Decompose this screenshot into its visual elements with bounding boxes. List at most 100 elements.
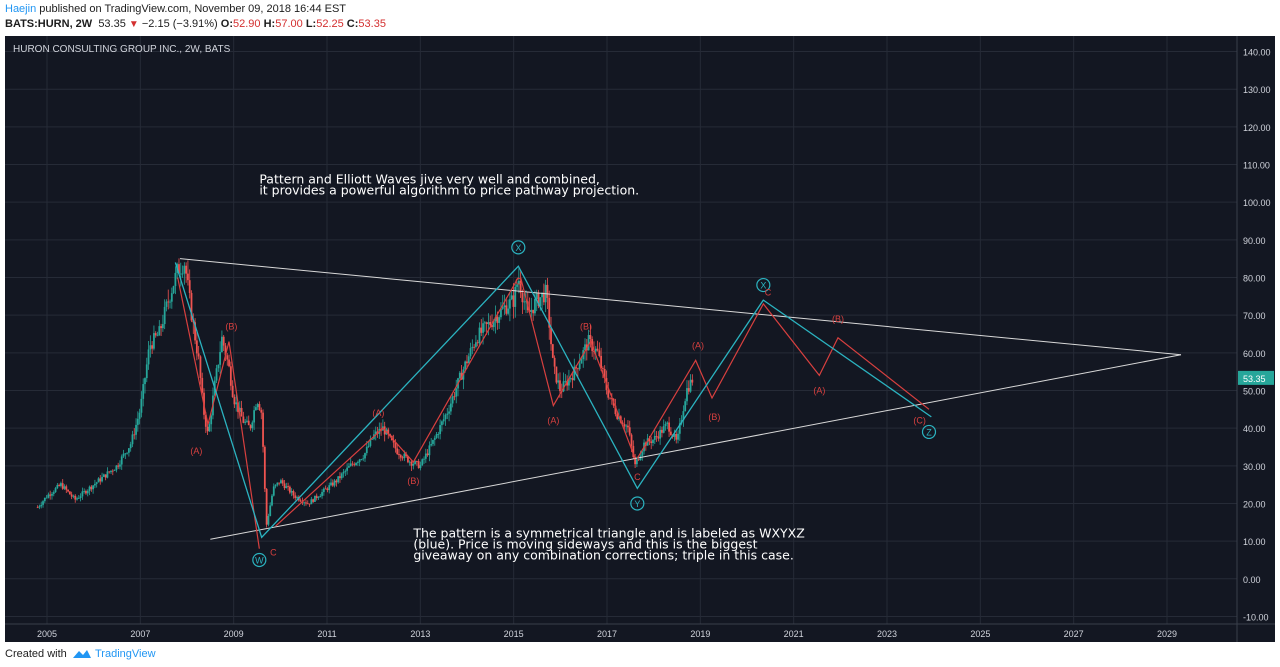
elliott-wave-label: (A) [190,446,202,456]
candle-body [269,505,272,516]
candle-body [172,286,175,294]
elliott-wave-label: (B) [407,476,419,486]
x-tick-label: 2005 [37,629,57,639]
candle-body [45,497,48,499]
candle-body [407,456,409,463]
candle-body [405,453,408,457]
candle-body [628,427,631,435]
candle-body [208,424,211,432]
candle-body [271,495,273,506]
candle-body [424,453,427,459]
candle-body [161,324,164,329]
author-link[interactable]: Haejin [5,3,37,15]
candle-body [571,378,574,381]
candle-body [576,368,579,370]
candle-body [682,411,685,421]
candle-body [65,486,68,490]
candle-body [441,421,443,426]
candle-body [648,438,651,442]
candle-body [444,414,447,420]
candle-body [52,492,55,494]
candle-body [165,301,168,307]
candle-body [133,434,136,436]
candle-body [351,463,354,465]
elliott-wave-path [177,277,260,549]
x-tick-label: 2029 [1157,629,1177,639]
candle-body [199,356,202,378]
candle-body [430,443,433,446]
candle-body [482,323,484,333]
y-tick-label: -10.00 [1243,612,1269,622]
candle-body [49,494,52,496]
candle-body [154,333,157,336]
candle-body [426,453,429,456]
candle-body [77,497,80,499]
x-tick-label: 2017 [597,629,617,639]
candle-body [625,425,628,427]
candle-body [473,346,476,348]
candle-body [374,431,377,435]
y-tick-label: 30.00 [1243,462,1266,472]
candle-body [348,466,350,468]
candle-body [532,309,535,314]
candle-body [437,434,440,435]
candle-body [110,470,112,473]
candle-body [340,473,343,479]
candle-body [584,344,586,351]
chart-area[interactable]: 140.00 130.00 120.00 110.00 100.00 90.00 80.00… [5,36,1275,642]
candle-body [421,459,424,466]
candle-body [79,496,82,498]
candle-body [356,462,359,464]
candle-body [562,381,565,392]
candle-body [85,491,87,494]
price-change: −2.15 (−3.91%) [141,18,218,30]
candle-body [519,280,522,294]
candle-body [641,451,644,456]
candle-body [72,495,75,497]
candle-body [344,470,347,472]
candle-body [163,306,166,325]
candle-body [124,453,127,455]
candle-body [195,340,198,354]
candle-body [339,476,341,479]
candle-body [185,265,188,274]
candle-body [487,322,490,325]
candle-body [535,292,538,299]
candle-body [61,483,64,489]
price-chart[interactable]: 140.00 130.00 120.00 110.00 100.00 90.00 80.00… [5,36,1275,642]
candle-body [140,398,143,413]
candle-body [687,388,690,392]
elliott-wave-label: (C) [913,416,926,426]
candle-body [614,405,617,415]
candle-body [86,490,89,494]
elliott-wave-label: C [270,547,277,557]
elliott-wave-label: (B) [225,321,237,331]
candle-body [523,301,526,303]
elliott-wave-label: (B) [580,321,592,331]
candle-body [471,346,474,349]
candle-body [675,433,678,440]
publication-header: Haejin published on TradingView.com, Nov… [0,0,1280,36]
candle-body [358,459,361,463]
candle-body [483,322,486,324]
candle-body [448,411,450,414]
candle-body [127,448,130,453]
candle-body [68,491,71,495]
x-tick-label: 2027 [1064,629,1084,639]
candle-body [42,501,44,505]
candle-body [428,445,431,456]
y-tick-label: 0.00 [1243,575,1261,585]
candle-body [145,364,148,379]
candle-body [464,361,467,370]
candle-body [47,494,50,498]
candle-body [263,446,266,489]
created-with-label: Created with [5,648,67,660]
candle-body [566,380,569,386]
candle-body [113,470,116,471]
tradingview-brand[interactable]: TradingView [95,648,156,660]
symbol-label: BATS:HURN, 2W [5,18,93,30]
candle-body [489,322,492,326]
elliott-wave-path [520,277,636,459]
candle-body [281,480,284,484]
candle-body [111,470,114,472]
